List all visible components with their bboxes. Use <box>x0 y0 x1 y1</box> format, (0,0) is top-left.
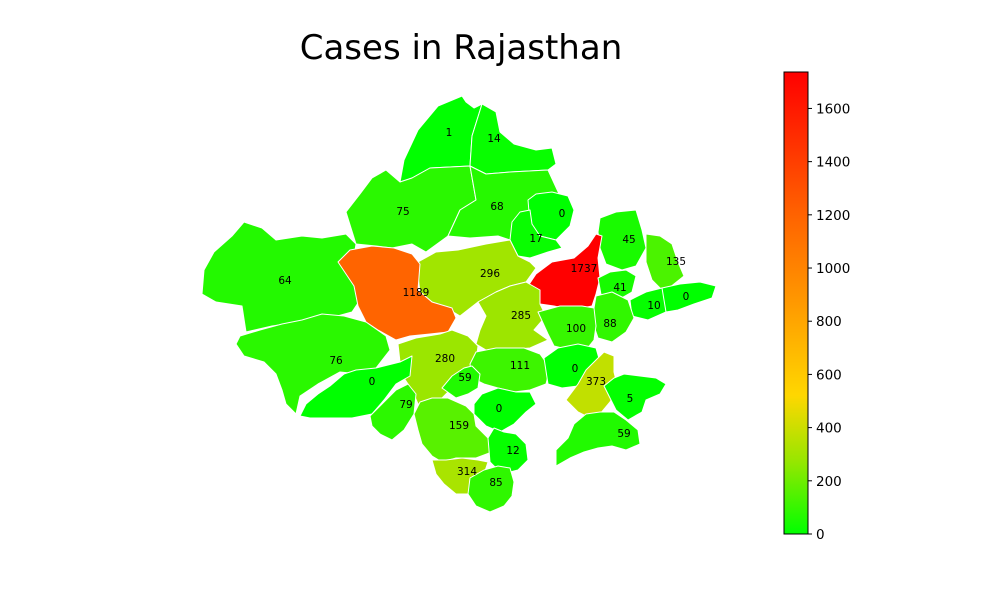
district-value-label: 59 <box>617 428 630 440</box>
map-title: Cases in Rajasthan <box>299 28 623 68</box>
district-region <box>591 291 635 343</box>
district-layer <box>201 95 717 513</box>
district-value-label: 5 <box>627 393 634 405</box>
district-value-label: 0 <box>572 363 579 375</box>
district-region <box>469 103 557 175</box>
district-value-label: 75 <box>396 206 409 218</box>
district-value-label: 0 <box>559 208 566 220</box>
district-value-label: 100 <box>566 323 586 335</box>
district-value-label: 0 <box>369 376 376 388</box>
district-region <box>345 165 477 253</box>
colorbar: 0 200 400 600 800 1000 1200 1400 1600 <box>783 71 850 543</box>
district-value-label: 88 <box>603 318 616 330</box>
district-value-label: 135 <box>666 256 686 268</box>
district-value-label: 68 <box>490 201 503 213</box>
colorbar-tick-label: 200 <box>816 474 842 490</box>
colorbar-ticks: 0 200 400 600 800 1000 1200 1400 1600 <box>808 101 850 543</box>
district-value-label: 45 <box>622 234 635 246</box>
district-region <box>645 233 685 293</box>
colorbar-tick-label: 1000 <box>816 261 850 277</box>
district-value-label: 314 <box>457 466 477 478</box>
district-region <box>603 373 667 421</box>
district-value-label: 41 <box>613 282 626 294</box>
district-value-label: 0 <box>683 291 690 303</box>
district-region <box>299 355 413 419</box>
district-value-label: 373 <box>586 376 606 388</box>
district-region <box>475 281 549 351</box>
district-value-label: 280 <box>435 353 455 365</box>
district-value-label: 76 <box>329 355 343 367</box>
district-value-label: 1189 <box>403 287 430 299</box>
district-region <box>467 465 515 513</box>
district-region <box>537 305 597 351</box>
district-region <box>441 365 481 399</box>
district-value-label: 17 <box>529 233 542 245</box>
district-value-label: 14 <box>487 133 501 145</box>
district-value-label: 1737 <box>571 263 598 275</box>
district-value-label: 159 <box>449 420 469 432</box>
district-value-label: 111 <box>510 360 530 372</box>
colorbar-gradient <box>783 71 809 535</box>
colorbar-tick-label: 400 <box>816 421 842 437</box>
district-value-label: 0 <box>496 403 503 415</box>
district-region <box>555 411 641 467</box>
colorbar-tick-label: 1200 <box>816 208 850 224</box>
district-value-label: 85 <box>489 477 502 489</box>
colorbar-tick-label: 1600 <box>816 101 850 117</box>
colorbar-tick-label: 800 <box>816 314 842 330</box>
district-value-label: 64 <box>278 275 292 287</box>
district-region <box>509 209 563 259</box>
colorbar-tick-label: 600 <box>816 367 842 383</box>
district-value-label: 59 <box>458 372 471 384</box>
colorbar-tick-label: 1400 <box>816 155 850 171</box>
district-value-label: 285 <box>511 310 531 322</box>
district-region <box>473 387 537 433</box>
colorbar-tick-label: 0 <box>816 527 825 543</box>
district-value-label: 10 <box>647 300 660 312</box>
district-value-label: 79 <box>399 399 412 411</box>
district-value-label: 296 <box>480 268 500 280</box>
district-value-label: 1 <box>446 127 453 139</box>
district-region <box>661 281 717 313</box>
district-value-label: 12 <box>506 445 519 457</box>
